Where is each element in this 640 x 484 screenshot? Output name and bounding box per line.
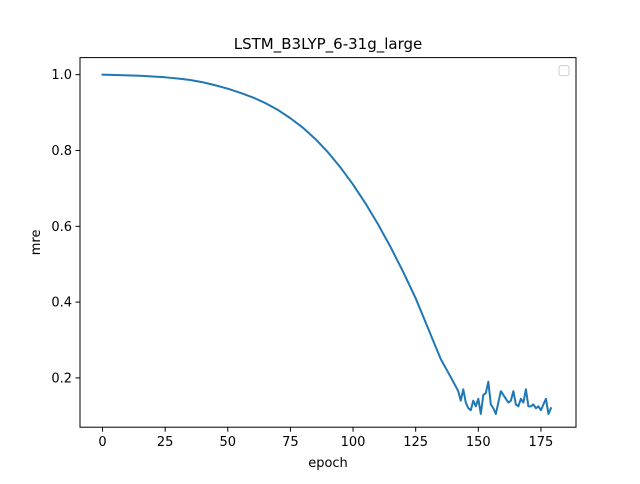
x-axis-label: epoch (308, 456, 348, 471)
chart-title: LSTM_B3LYP_6-31g_large (234, 35, 422, 54)
series-layer (101, 73, 553, 415)
x-tick-label: 25 (157, 435, 174, 450)
x-tick-label: 50 (220, 435, 237, 450)
y-tick-label: 1.0 (51, 68, 72, 83)
x-tick-label: 75 (282, 435, 299, 450)
plot-area-frame (79, 57, 577, 428)
y-tick-label: 0.6 (51, 220, 72, 235)
y-axis-ticks: 0.2 0.4 0.6 0.8 1.0 (51, 68, 80, 386)
y-tick-label: 0.8 (51, 144, 72, 159)
legend-box (558, 65, 570, 77)
series-line-0 (101, 73, 553, 415)
y-tick-label: 0.2 (51, 371, 72, 386)
x-tick-label: 150 (466, 435, 491, 450)
y-tick-label: 0.4 (51, 296, 72, 311)
x-axis-ticks: 0 25 50 75 100 125 150 175 (98, 427, 553, 450)
x-tick-label: 125 (403, 435, 428, 450)
x-tick-label: 175 (529, 435, 554, 450)
x-tick-label: 100 (341, 435, 366, 450)
x-tick-label: 0 (98, 435, 106, 450)
y-axis-label: mre (29, 230, 44, 256)
